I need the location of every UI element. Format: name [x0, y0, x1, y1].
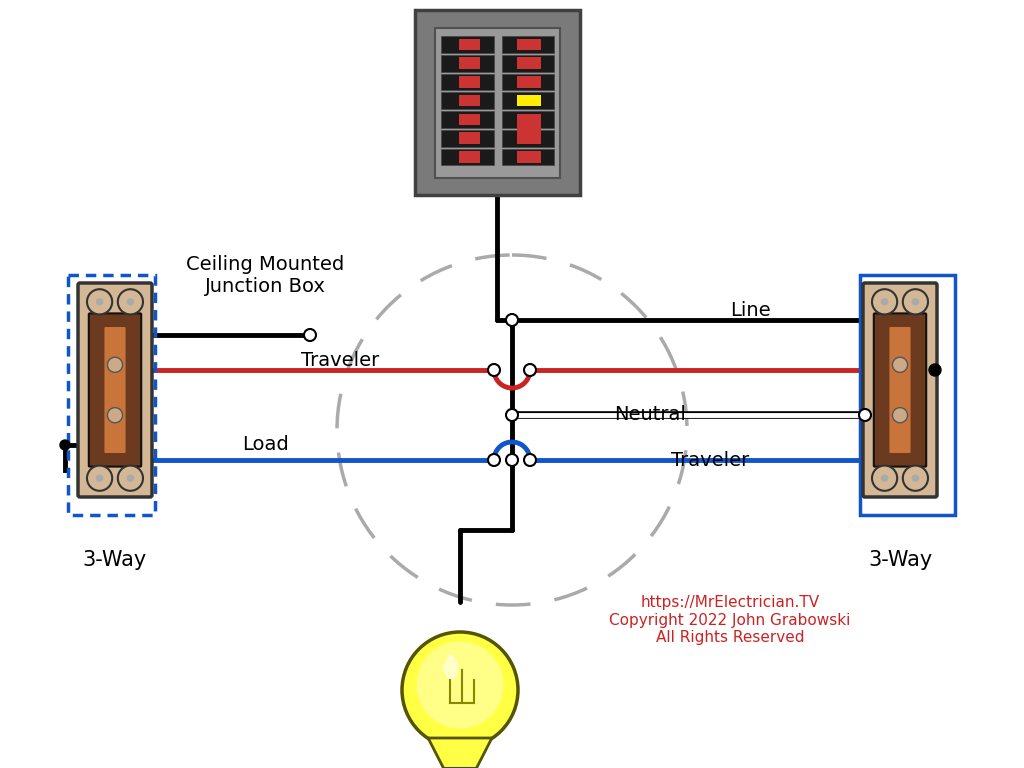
Circle shape [524, 454, 536, 466]
FancyBboxPatch shape [415, 10, 580, 195]
Circle shape [911, 298, 920, 306]
Circle shape [893, 357, 907, 372]
Circle shape [127, 298, 134, 306]
FancyBboxPatch shape [435, 28, 560, 178]
Circle shape [524, 364, 536, 376]
FancyBboxPatch shape [502, 55, 554, 71]
FancyBboxPatch shape [104, 327, 126, 453]
FancyBboxPatch shape [460, 151, 480, 163]
FancyBboxPatch shape [863, 283, 937, 497]
FancyBboxPatch shape [517, 151, 541, 163]
FancyBboxPatch shape [517, 94, 541, 107]
Circle shape [96, 298, 103, 306]
Circle shape [506, 314, 518, 326]
Circle shape [488, 364, 500, 376]
Circle shape [872, 290, 897, 314]
Circle shape [417, 641, 504, 729]
Circle shape [108, 408, 123, 422]
FancyBboxPatch shape [517, 132, 541, 144]
FancyBboxPatch shape [441, 74, 494, 91]
Circle shape [903, 290, 928, 314]
FancyBboxPatch shape [441, 36, 494, 53]
FancyBboxPatch shape [502, 36, 554, 53]
FancyBboxPatch shape [441, 130, 494, 147]
Text: Traveler: Traveler [301, 350, 379, 369]
FancyBboxPatch shape [502, 148, 554, 165]
Circle shape [872, 465, 897, 491]
FancyBboxPatch shape [460, 76, 480, 88]
FancyBboxPatch shape [517, 58, 541, 69]
Text: Ceiling Mounted
Junction Box: Ceiling Mounted Junction Box [186, 254, 344, 296]
FancyBboxPatch shape [517, 114, 541, 144]
FancyBboxPatch shape [460, 114, 480, 125]
Circle shape [108, 357, 123, 372]
FancyBboxPatch shape [441, 55, 494, 71]
Polygon shape [428, 738, 492, 768]
FancyBboxPatch shape [460, 94, 480, 107]
Circle shape [488, 454, 500, 466]
Circle shape [87, 465, 113, 491]
FancyBboxPatch shape [890, 327, 910, 453]
Text: Traveler: Traveler [671, 451, 750, 469]
Circle shape [118, 465, 143, 491]
FancyBboxPatch shape [460, 58, 480, 69]
Circle shape [506, 454, 518, 466]
Circle shape [903, 465, 928, 491]
FancyBboxPatch shape [502, 111, 554, 127]
FancyBboxPatch shape [460, 38, 480, 50]
FancyBboxPatch shape [441, 111, 494, 127]
Text: Line: Line [730, 300, 771, 319]
FancyBboxPatch shape [89, 313, 141, 467]
Wedge shape [442, 654, 459, 682]
Circle shape [127, 475, 134, 482]
Circle shape [893, 408, 907, 422]
FancyBboxPatch shape [441, 92, 494, 109]
Text: 3-Way: 3-Way [83, 550, 147, 570]
Circle shape [911, 475, 920, 482]
FancyBboxPatch shape [517, 76, 541, 88]
FancyBboxPatch shape [502, 130, 554, 147]
Circle shape [859, 409, 871, 421]
Circle shape [881, 475, 889, 482]
Text: 3-Way: 3-Way [868, 550, 932, 570]
Circle shape [60, 440, 70, 450]
Circle shape [506, 409, 518, 421]
FancyBboxPatch shape [441, 148, 494, 165]
Circle shape [304, 329, 316, 341]
FancyBboxPatch shape [460, 132, 480, 144]
Circle shape [118, 290, 143, 314]
Text: https://MrElectrician.TV
Copyright 2022 John Grabowski
All Rights Reserved: https://MrElectrician.TV Copyright 2022 … [609, 595, 851, 645]
FancyBboxPatch shape [502, 74, 554, 91]
Circle shape [402, 632, 518, 748]
Circle shape [929, 364, 941, 376]
FancyBboxPatch shape [502, 92, 554, 109]
FancyBboxPatch shape [873, 313, 926, 467]
Text: Load: Load [242, 435, 289, 455]
FancyBboxPatch shape [517, 38, 541, 50]
Circle shape [96, 475, 103, 482]
Circle shape [87, 290, 113, 314]
Circle shape [881, 298, 889, 306]
Text: Neutral: Neutral [614, 406, 686, 425]
FancyBboxPatch shape [78, 283, 152, 497]
